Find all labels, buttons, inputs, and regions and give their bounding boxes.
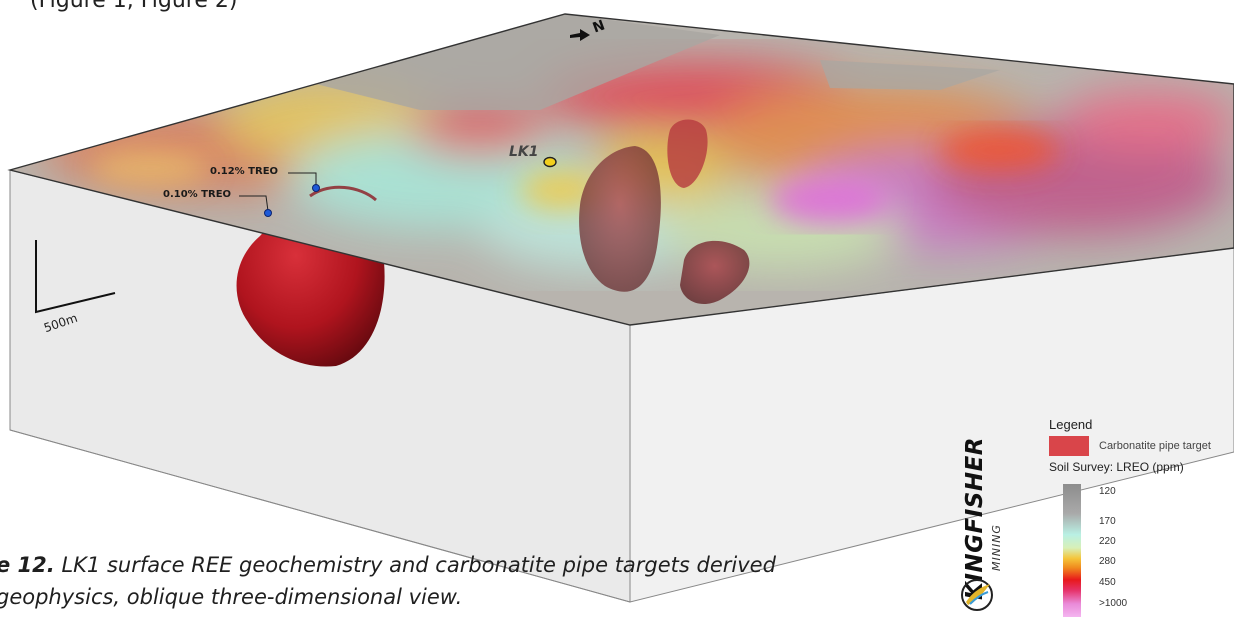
- pipe-target-2: [667, 119, 708, 188]
- pipe-swatch-label: Carbonatite pipe target: [1099, 440, 1211, 452]
- soil-survey-title: Soil Survey: LREO (ppm): [1049, 460, 1184, 474]
- pipe-target-3: [680, 240, 750, 305]
- color-ramp: [1063, 484, 1081, 617]
- pipe-target-1: [579, 146, 661, 292]
- sample-point-1: [312, 184, 320, 192]
- legend-title: Legend: [1049, 417, 1093, 432]
- scale-bar: [35, 240, 116, 314]
- figure-caption-line1: e 12. LK1 surface REE geochemistry and c…: [0, 553, 776, 577]
- legend-pipe-row: Carbonatite pipe target: [1049, 436, 1234, 456]
- leader-line-1: [288, 172, 317, 186]
- legend: Legend Carbonatite pipe target Soil Surv…: [1049, 417, 1234, 617]
- ramp-tick-450: 450: [1099, 577, 1116, 588]
- ramp-tick-280: 280: [1099, 556, 1116, 567]
- top-cut-text: (Figure 1, Figure 2): [30, 0, 238, 13]
- figure-label: e 12.: [0, 553, 55, 577]
- sample-point-2: [264, 209, 272, 217]
- mining-logo-text: MINING: [990, 524, 1003, 571]
- ramp-tick-1000: >1000: [1099, 598, 1128, 609]
- annotation-010-treo: 0.10% TREO: [163, 189, 232, 200]
- leader-line-2: [239, 195, 269, 212]
- pipe-swatch: [1049, 436, 1089, 456]
- caption-line1-text: LK1 surface REE geochemistry and carbona…: [54, 553, 776, 577]
- figure-caption-line2: geophysics, oblique three-dimensional vi…: [0, 585, 463, 609]
- lk1-marker: [543, 156, 557, 168]
- north-arrow-icon: [570, 29, 590, 41]
- annotation-012-treo: 0.12% TREO: [210, 166, 279, 177]
- site-label-lk1: LK1: [509, 144, 539, 160]
- ramp-tick-170: 170: [1099, 516, 1116, 527]
- kingfisher-logo-text: KINGFISHER: [962, 436, 988, 600]
- kingfisher-bird-icon: [961, 579, 993, 611]
- ramp-tick-120: 120: [1099, 486, 1116, 497]
- ramp-tick-220: 220: [1099, 536, 1116, 547]
